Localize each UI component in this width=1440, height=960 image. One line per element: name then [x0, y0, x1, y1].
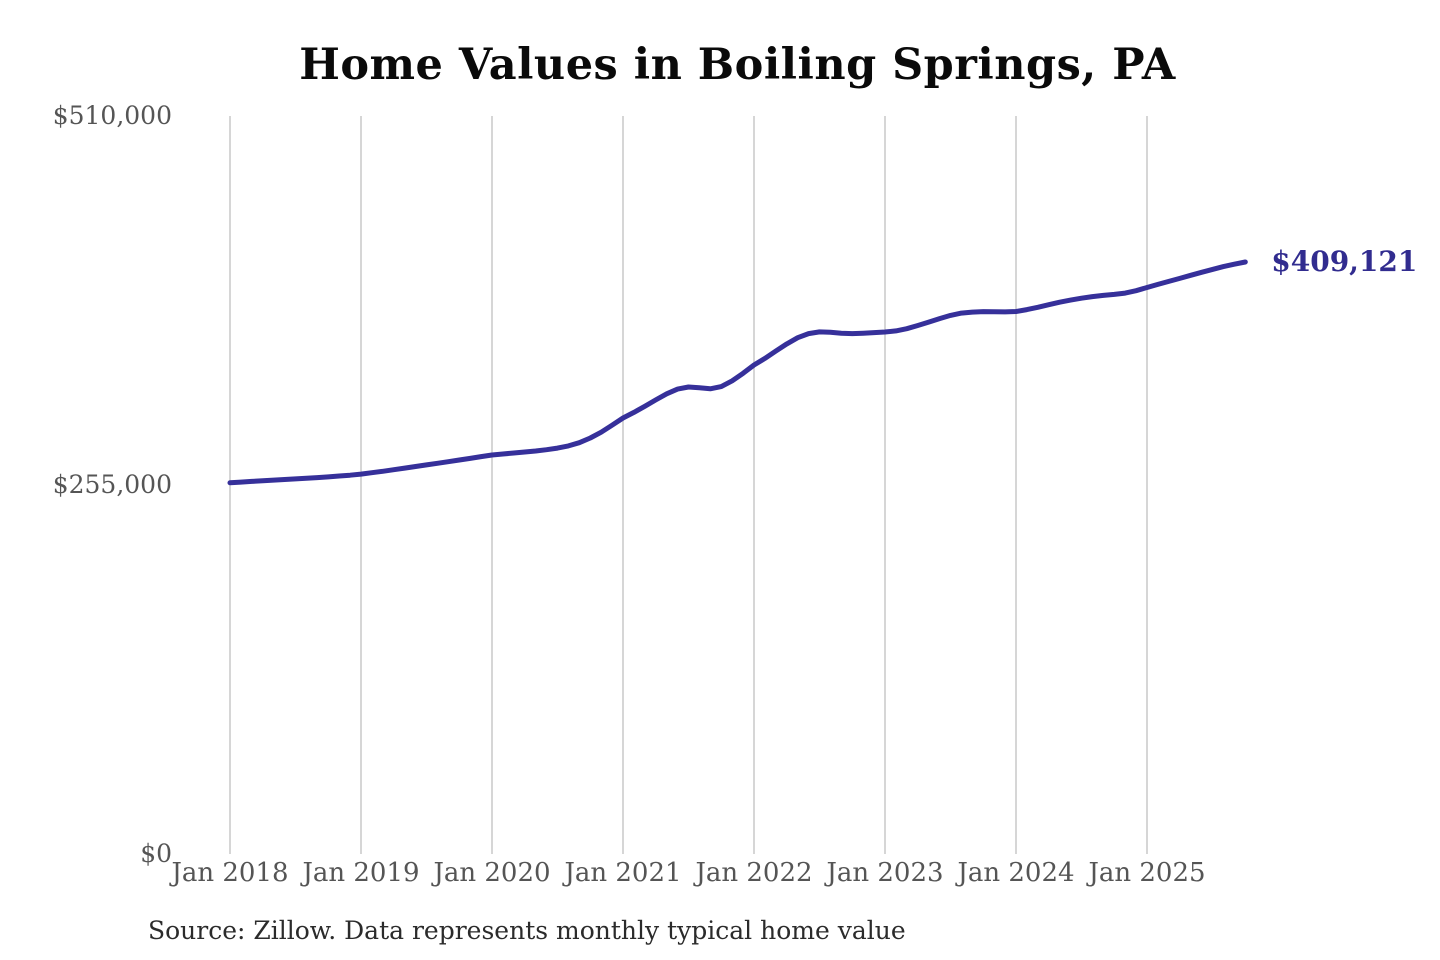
x-axis-tick-label: Jan 2019	[302, 858, 420, 888]
x-axis-tick-label: Jan 2024	[957, 858, 1075, 888]
x-axis-tick-label: Jan 2021	[564, 858, 682, 888]
latest-value-label: $409,121	[1271, 244, 1418, 278]
y-axis-tick-label: $255,000	[52, 470, 172, 499]
x-axis-tick-label: Jan 2020	[433, 858, 551, 888]
source-note: Source: Zillow. Data represents monthly …	[148, 916, 906, 945]
x-axis-tick-label: Jan 2018	[171, 858, 289, 888]
y-axis-tick-label: $0	[140, 839, 172, 868]
x-axis-tick-label: Jan 2022	[695, 858, 813, 888]
y-axis-tick-label: $510,000	[52, 101, 172, 130]
x-axis-tick-label: Jan 2025	[1088, 858, 1206, 888]
chart-title: Home Values in Boiling Springs, PA	[299, 40, 1176, 90]
x-axis-tick-label: Jan 2023	[826, 858, 944, 888]
home-value-line	[227, 259, 1248, 486]
